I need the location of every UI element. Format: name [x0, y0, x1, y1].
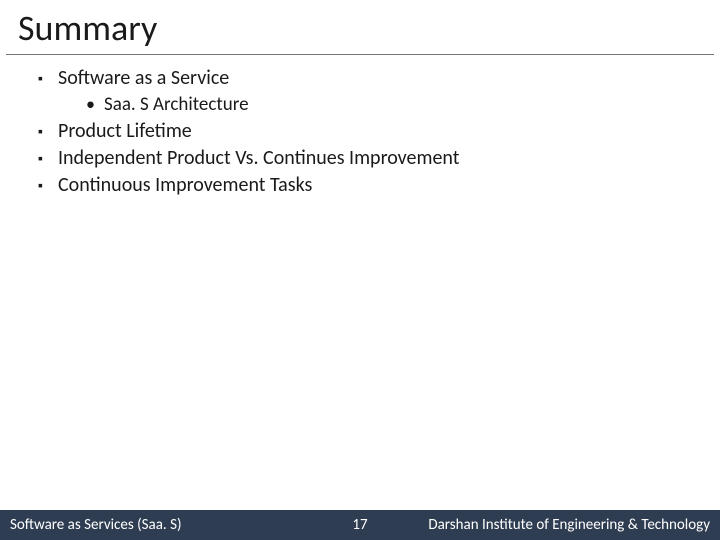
footer-left-text: Software as Services (Saa. S) [0, 516, 182, 534]
list-item: Product Lifetime [38, 118, 708, 145]
list-item-text: Continuous Improvement Tasks [58, 173, 312, 197]
footer-page-number: 17 [352, 516, 367, 534]
content-area: Software as a Service Saa. S Architectur… [0, 55, 720, 199]
list-item-text: Software as a Service [58, 66, 229, 90]
list-item-text: Product Lifetime [58, 119, 192, 143]
slide-title: Summary [18, 6, 702, 50]
list-item: Independent Product Vs. Continues Improv… [38, 145, 708, 172]
sub-bullet-list: Saa. S Architecture [58, 92, 708, 118]
bullet-list: Software as a Service Saa. S Architectur… [12, 65, 708, 199]
title-container: Summary [6, 0, 714, 55]
list-item: Continuous Improvement Tasks [38, 172, 708, 199]
footer-right-text: Darshan Institute of Engineering & Techn… [428, 516, 720, 534]
list-item: Software as a Service Saa. S Architectur… [38, 65, 708, 118]
list-item-text: Independent Product Vs. Continues Improv… [58, 146, 459, 170]
list-item: Saa. S Architecture [86, 92, 708, 118]
footer-bar: Software as Services (Saa. S) 17 Darshan… [0, 510, 720, 540]
list-item-text: Saa. S Architecture [104, 93, 249, 116]
